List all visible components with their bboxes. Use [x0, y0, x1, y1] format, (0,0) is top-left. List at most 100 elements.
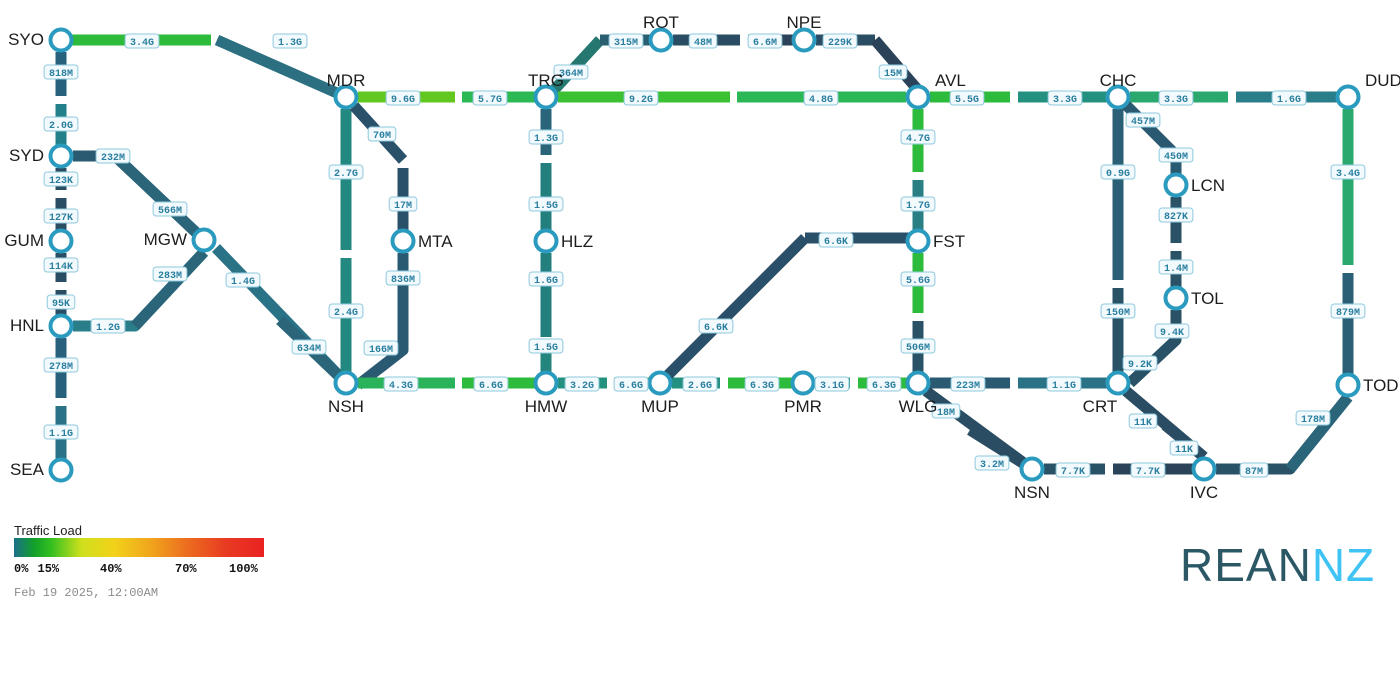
link-traffic-label: 127K — [43, 208, 79, 224]
link-traffic-label: 283M — [152, 266, 188, 282]
node-label-syo: SYO — [8, 30, 44, 49]
link-traffic-value: 3.2M — [980, 460, 1004, 471]
link-segment[interactable] — [1342, 273, 1354, 385]
node-trg[interactable] — [533, 84, 559, 110]
node-syo[interactable] — [48, 27, 74, 53]
link-traffic-label: 150M — [1100, 303, 1136, 319]
link-segment[interactable] — [340, 258, 352, 383]
node-sea[interactable] — [48, 457, 74, 483]
node-wlg[interactable] — [905, 370, 931, 396]
node-tod[interactable] — [1335, 372, 1361, 398]
node-dud[interactable] — [1335, 84, 1361, 110]
node-hnl[interactable] — [48, 313, 74, 339]
link-traffic-label: 1.5G — [528, 338, 564, 354]
link-segment[interactable] — [540, 253, 552, 337]
link-traffic-label: 3.2G — [564, 376, 600, 392]
node-hmw[interactable] — [533, 370, 559, 396]
link-traffic-label: 9.6G — [385, 90, 421, 106]
link-traffic-label: 7.7K — [1055, 462, 1091, 478]
link-traffic-value: 1.4M — [1164, 264, 1188, 275]
link-traffic-label: 1.6G — [1271, 90, 1307, 106]
node-lcn[interactable] — [1163, 172, 1189, 198]
node-gum[interactable] — [48, 228, 74, 254]
reannz-logo: REANNZ — [1180, 538, 1375, 592]
link-traffic-value: 9.2G — [629, 95, 653, 106]
node-mgw[interactable] — [191, 227, 217, 253]
link-traffic-label: 836M — [385, 270, 421, 286]
node-label-nsn: NSN — [1014, 483, 1050, 502]
node-pmr[interactable] — [790, 370, 816, 396]
link-traffic-label: 506M — [900, 338, 936, 354]
node-mdr[interactable] — [333, 84, 359, 110]
link-traffic-value: 17M — [394, 201, 412, 212]
node-avl[interactable] — [905, 84, 931, 110]
node-label-hmw: HMW — [525, 397, 567, 416]
node-label-nsh: NSH — [328, 397, 364, 416]
link-traffic-label: 1.4G — [225, 272, 261, 288]
node-rot[interactable] — [648, 27, 674, 53]
link-traffic-label: 18M — [931, 403, 961, 419]
link-segment[interactable] — [1112, 288, 1124, 383]
link-traffic-value: 283M — [158, 271, 182, 282]
link-traffic-label: 566M — [152, 201, 188, 217]
link-traffic-label: 457M — [1125, 112, 1161, 128]
link-traffic-value: 315M — [614, 38, 638, 49]
link-traffic-value: 232M — [101, 153, 125, 164]
link-segment[interactable] — [397, 253, 409, 320]
node-label-tod: TOD — [1363, 376, 1399, 395]
link-traffic-label: 278M — [43, 357, 79, 373]
node-fst[interactable] — [905, 228, 931, 254]
link-traffic-value: 123K — [49, 176, 73, 187]
node-npe[interactable] — [791, 27, 817, 53]
node-mup[interactable] — [647, 370, 673, 396]
link-traffic-label: 1.1G — [1046, 376, 1082, 392]
node-crt[interactable] — [1105, 370, 1131, 396]
link-segment[interactable] — [1112, 109, 1124, 280]
node-mta[interactable] — [390, 228, 416, 254]
link-traffic-value: 2.4G — [334, 308, 358, 319]
node-syd[interactable] — [48, 143, 74, 169]
link-traffic-label: 114K — [43, 257, 79, 273]
link-traffic-label: 1.3G — [272, 33, 308, 49]
link-traffic-label: 364M — [553, 64, 589, 80]
node-label-ivc: IVC — [1190, 483, 1218, 502]
link-traffic-label: 3.4G — [124, 33, 160, 49]
link-traffic-label: 4.7G — [900, 129, 936, 145]
link-traffic-value: 3.2G — [570, 381, 594, 392]
node-hlz[interactable] — [533, 228, 559, 254]
node-label-npe: NPE — [787, 13, 822, 32]
link-traffic-label: 9.2K — [1122, 355, 1158, 371]
link-traffic-label: 3.2M — [974, 455, 1010, 471]
link-traffic-label: 1.6G — [528, 271, 564, 287]
link-traffic-value: 1.5G — [534, 201, 558, 212]
link-segment[interactable] — [1342, 109, 1354, 265]
node-label-sea: SEA — [10, 460, 45, 479]
link-traffic-value: 2.0G — [49, 121, 73, 132]
link-segment[interactable] — [130, 248, 209, 330]
link-traffic-label: 4.8G — [803, 90, 839, 106]
link-segment[interactable] — [664, 234, 809, 379]
link-traffic-value: 6.6K — [824, 237, 848, 248]
link-segment[interactable] — [1285, 393, 1353, 473]
node-label-mdr: MDR — [327, 71, 366, 90]
link-traffic-value: 1.4G — [231, 277, 255, 288]
link-traffic-label: 9.4K — [1154, 323, 1190, 339]
link-traffic-label: 1.7G — [900, 196, 936, 212]
link-traffic-value: 1.5G — [534, 343, 558, 354]
link-traffic-label: 5.7G — [472, 90, 508, 106]
legend-title: Traffic Load — [14, 523, 82, 538]
link-traffic-label: 6.6G — [473, 376, 509, 392]
node-tol[interactable] — [1163, 285, 1189, 311]
link-traffic-value: 4.8G — [809, 95, 833, 106]
node-chc[interactable] — [1105, 84, 1131, 110]
node-ivc[interactable] — [1191, 456, 1217, 482]
node-nsn[interactable] — [1019, 456, 1045, 482]
link-traffic-value: 11K — [1134, 418, 1152, 429]
link-traffic-label: 2.7G — [328, 164, 364, 180]
node-nsh[interactable] — [333, 370, 359, 396]
link-traffic-value: 9.2K — [1128, 360, 1152, 371]
link-segment[interactable] — [111, 152, 208, 244]
link-segment[interactable] — [1216, 393, 1353, 475]
node-label-trg: TRG — [528, 71, 564, 90]
